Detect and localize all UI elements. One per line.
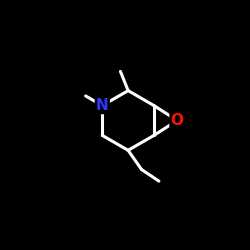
Text: N: N bbox=[96, 98, 109, 113]
Text: O: O bbox=[170, 113, 183, 128]
